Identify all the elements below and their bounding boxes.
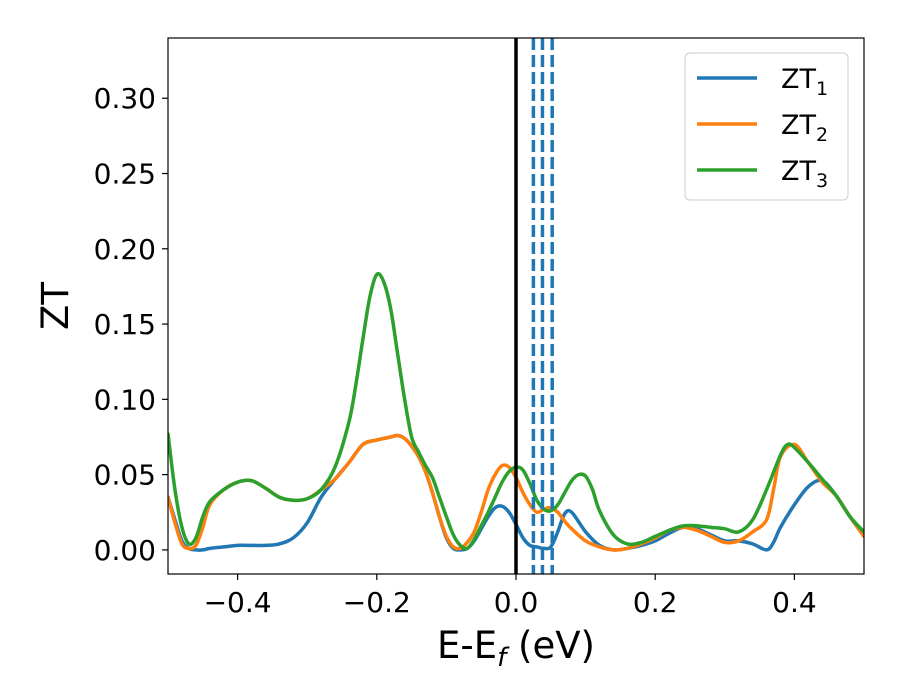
legend-label-zt2: ZT2	[781, 110, 828, 146]
legend-label-zt3: ZT3	[781, 156, 828, 192]
y-tick-label: 0.00	[94, 534, 156, 567]
series-layer	[168, 271, 864, 552]
y-tick-label: 0.05	[94, 459, 156, 492]
x-tick-label: 0.4	[772, 586, 817, 619]
y-tick-label: 0.30	[94, 82, 156, 115]
series-line-zt3	[168, 271, 864, 551]
x-tick-label: 0.0	[494, 586, 539, 619]
legend-box	[684, 52, 849, 201]
x-axis: −0.4 −0.2 0.0 0.2 0.4	[204, 574, 817, 619]
x-tick-label: −0.2	[343, 586, 411, 619]
y-axis: 0.00 0.05 0.10 0.15 0.20 0.25 0.30	[94, 82, 168, 567]
x-axis-label: E-Ef (eV)	[437, 624, 595, 673]
legend: ZT1 ZT2 ZT3	[684, 52, 849, 201]
y-axis-label: ZT	[34, 282, 77, 330]
reference-lines	[514, 38, 554, 574]
x-tick-label: −0.4	[204, 586, 272, 619]
y-tick-label: 0.25	[94, 158, 156, 191]
y-tick-label: 0.20	[94, 233, 156, 266]
y-tick-label: 0.15	[94, 308, 156, 341]
legend-label-zt1: ZT1	[781, 64, 828, 100]
x-tick-label: 0.2	[633, 586, 678, 619]
y-tick-label: 0.10	[94, 383, 156, 416]
